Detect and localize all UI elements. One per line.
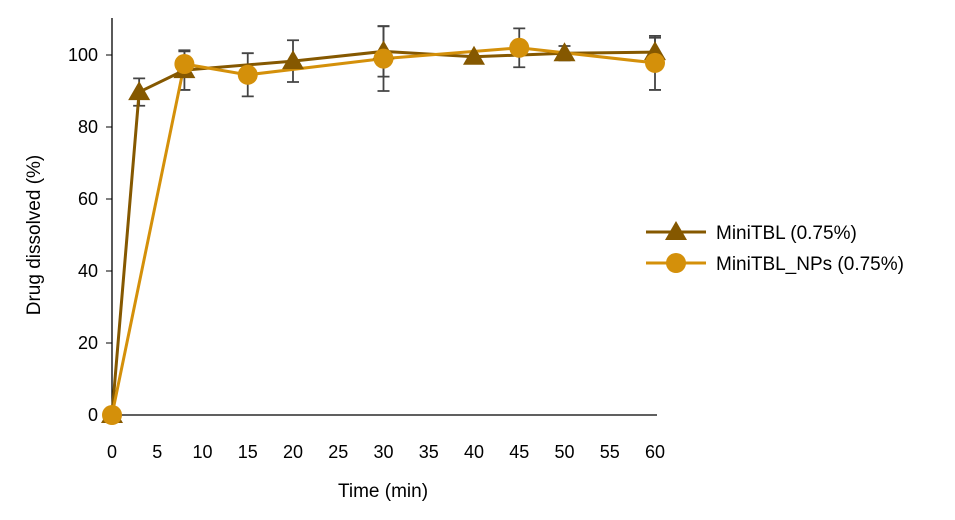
x-tick-label: 10 [192,442,212,462]
x-tick-label: 35 [419,442,439,462]
y-axis-label: Drug dissolved (%) [24,155,45,316]
x-tick-label: 5 [152,442,162,462]
data-point [102,405,122,425]
x-axis-label: Time (min) [338,481,428,502]
y-tick-label: 20 [78,333,98,353]
x-tick-label: 25 [328,442,348,462]
legend-marker [665,221,687,240]
x-tick-label: 45 [509,442,529,462]
data-point [373,48,394,69]
data-point [645,52,665,73]
data-point [174,54,195,74]
data-point [128,81,151,101]
x-tick-label: 40 [464,442,484,462]
x-tick-label: 60 [645,442,665,462]
x-tick-label: 15 [238,442,258,462]
data-point [509,37,530,58]
legend-label: MiniTBL (0.75%) [716,223,857,244]
y-tick-label: 0 [88,405,98,425]
data-point [237,64,258,85]
x-tick-label: 55 [600,442,620,462]
y-tick-label: 60 [78,189,98,209]
y-tick-label: 40 [78,261,98,281]
x-tick-label: 30 [373,442,393,462]
x-tick-label: 50 [554,442,574,462]
x-tick-label: 0 [107,442,117,462]
y-tick-label: 100 [68,45,98,65]
x-tick-label: 20 [283,442,303,462]
data-point [463,45,485,65]
y-tick-label: 80 [78,117,98,137]
series-line-0 [110,49,656,416]
legend-marker [666,253,686,273]
legend-label: MiniTBL_NPs (0.75%) [716,254,904,275]
series-line-1 [110,46,656,416]
data-point [553,42,576,62]
data-point [282,50,304,70]
